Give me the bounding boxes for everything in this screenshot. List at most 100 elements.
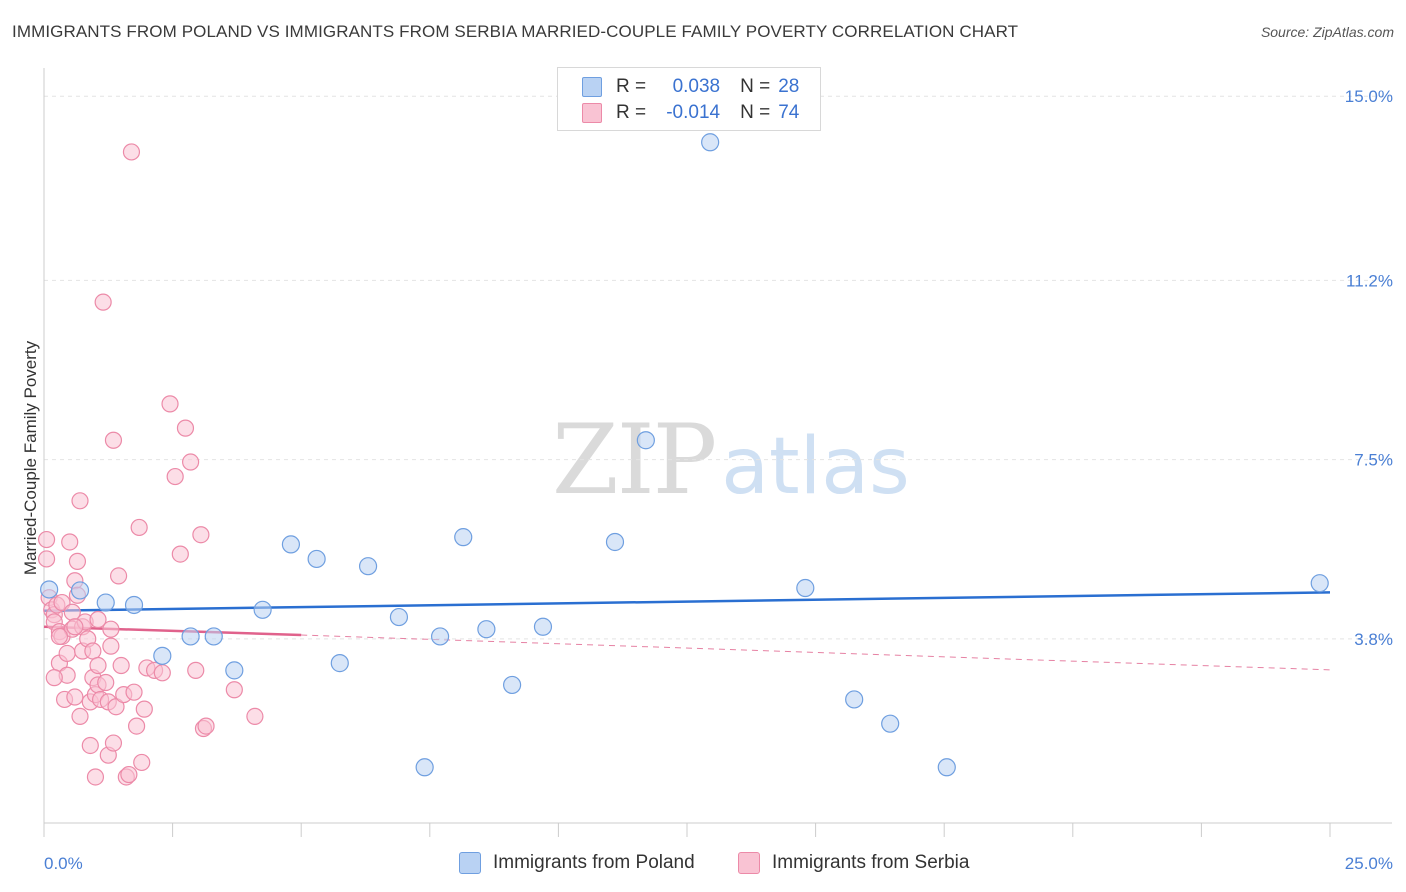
poland-point [96, 593, 115, 612]
legend-row-serbia: R = -0.014 N = 74 [582, 101, 799, 125]
poland-point [881, 714, 900, 733]
legend-item-poland: Immigrants from Poland [459, 852, 695, 874]
serbia-point [127, 717, 146, 735]
poland-r-label: R = [616, 76, 647, 97]
serbia-point [171, 545, 189, 563]
poland-r-value: 0.038 [672, 76, 721, 97]
poland-point [605, 532, 625, 552]
serbia-point [81, 736, 99, 755]
poland-n-label: N = [740, 76, 771, 97]
serbia-point [153, 664, 171, 682]
poland-point [124, 595, 144, 615]
point-layer [37, 133, 1329, 786]
poland-point [70, 581, 90, 600]
serbia-point [58, 644, 76, 663]
poland-point [636, 431, 655, 450]
poland-point [204, 627, 223, 646]
poland-n-value: 28 [778, 76, 800, 97]
watermark: ZIPatlas [552, 404, 910, 516]
poland-point [701, 133, 720, 152]
serbia-point [197, 717, 215, 735]
chart-source: Source: ZipAtlas.com [1260, 24, 1394, 40]
poland-swatch [582, 77, 602, 97]
poland-point [358, 557, 378, 576]
serbia-point [84, 642, 102, 660]
y-tick-label: 3.8% [1354, 630, 1393, 649]
legend-item-serbia: Immigrants from Serbia [738, 852, 969, 874]
x-tick-label: 0.0% [44, 854, 83, 873]
poland-point [845, 690, 864, 709]
poland-point [533, 617, 553, 636]
poland-point [415, 758, 434, 777]
grid-layer [44, 95, 1392, 640]
poland-point [307, 549, 326, 569]
poland-point [477, 620, 496, 639]
poland-point [330, 654, 349, 673]
serbia-point [130, 518, 148, 537]
serbia-point [135, 700, 153, 718]
y-axis-label: Married-Couple Family Poverty [21, 340, 40, 575]
serbia-point [71, 492, 89, 510]
serbia-point [37, 530, 56, 549]
poland-point [430, 627, 450, 646]
serbia-point [66, 618, 84, 636]
x-tick-label: 25.0% [1345, 854, 1393, 873]
watermark-atlas: atlas [721, 422, 910, 512]
serbia-point [246, 707, 264, 726]
poland-point [937, 758, 956, 777]
serbia-point [45, 669, 63, 687]
serbia-point [89, 610, 107, 629]
serbia-legend-swatch [738, 852, 760, 874]
serbia-point [37, 550, 56, 568]
serbia-point [102, 620, 120, 638]
serbia-point [71, 707, 89, 726]
serbia-n-label: N = [740, 102, 771, 123]
trend-layer [43, 591, 1331, 671]
axis-layer: 3.8% 7.5% 11.2% 15.0% 0.0% 25.0% [43, 68, 1393, 873]
serbia-point [104, 431, 123, 449]
y-tick-label: 11.2% [1346, 271, 1393, 290]
poland-legend-label: Immigrants from Poland [493, 852, 695, 873]
serbia-point [109, 567, 128, 585]
serbia-point [112, 656, 130, 675]
stats-legend: R = 0.038 N = 28 R = -0.014 N = 74 [557, 67, 821, 131]
serbia-trend-extension [301, 634, 1331, 671]
legend-row-poland: R = 0.038 N = 28 [582, 75, 799, 99]
poland-point [153, 646, 172, 665]
poland-point [454, 528, 473, 547]
poland-point [281, 535, 301, 554]
serbia-swatch [582, 103, 602, 123]
serbia-point [89, 656, 107, 675]
serbia-point [187, 661, 205, 679]
serbia-point [97, 673, 115, 692]
serbia-r-label: R = [616, 102, 647, 123]
serbia-point [120, 765, 138, 784]
serbia-point [66, 688, 84, 706]
y-tick-label: 7.5% [1354, 451, 1393, 470]
serbia-point [107, 698, 125, 716]
poland-point [389, 607, 409, 627]
poland-legend-swatch [459, 852, 481, 874]
poland-point [225, 661, 244, 680]
serbia-point [94, 293, 112, 311]
watermark-zip: ZIP [552, 404, 717, 516]
poland-point [1310, 574, 1329, 593]
serbia-point [225, 681, 243, 699]
serbia-point [68, 552, 87, 570]
chart-title: IMMIGRANTS FROM POLAND VS IMMIGRANTS FRO… [12, 22, 1019, 41]
poland-point [253, 600, 272, 619]
poland-point [503, 675, 522, 695]
poland-point [40, 580, 59, 599]
serbia-n-value: 74 [778, 102, 800, 123]
serbia-point [50, 627, 69, 646]
serbia-legend-label: Immigrants from Serbia [772, 852, 970, 873]
serbia-point [176, 419, 195, 437]
serbia-point [122, 143, 141, 161]
serbia-point [86, 768, 105, 786]
poland-trend-line [43, 591, 1331, 613]
poland-point [796, 578, 815, 598]
serbia-point [61, 533, 79, 551]
serbia-point [102, 637, 120, 655]
y-tick-label: 15.0% [1345, 87, 1393, 106]
